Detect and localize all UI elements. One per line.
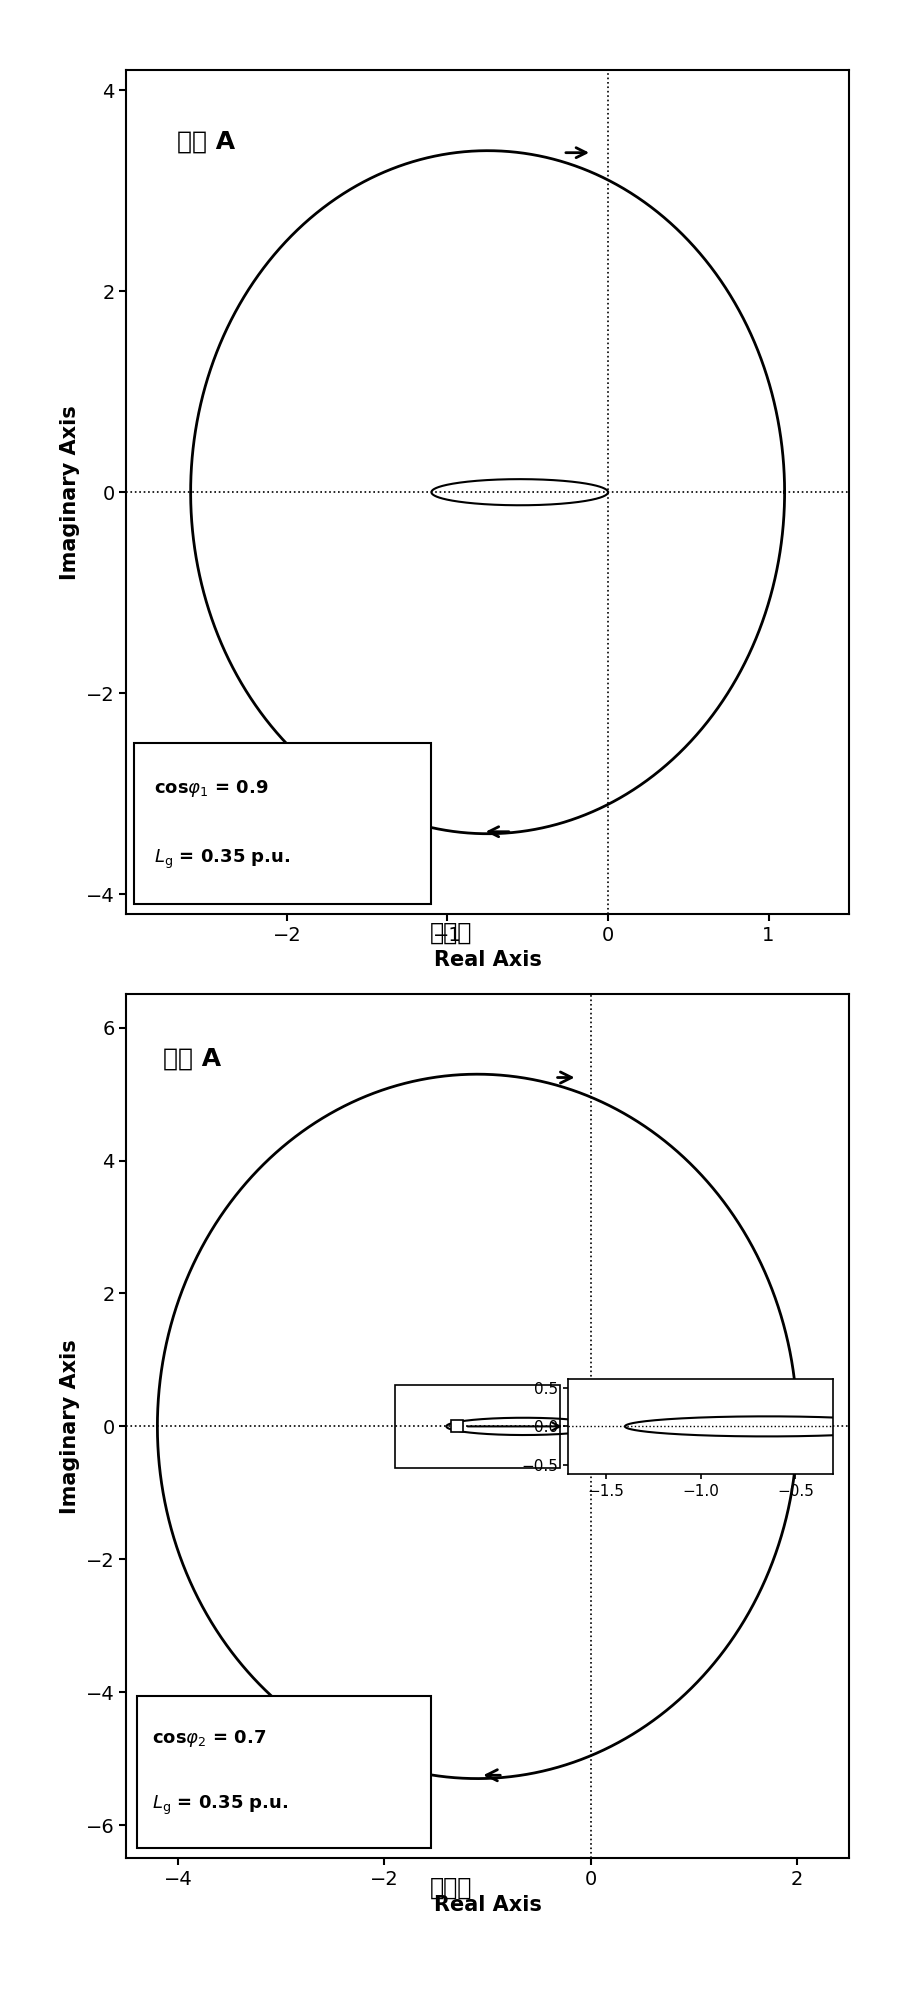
X-axis label: Real Axis: Real Axis (433, 950, 541, 970)
Text: cos$\varphi_1$ = 0.9: cos$\varphi_1$ = 0.9 (153, 777, 268, 800)
Text: 系统 A: 系统 A (162, 1047, 220, 1071)
Text: 系统 A: 系统 A (177, 129, 235, 153)
Text: 情况二: 情况二 (430, 1876, 472, 1899)
Y-axis label: Imaginary Axis: Imaginary Axis (60, 1340, 80, 1513)
Text: $L_\mathrm{g}$ = 0.35 p.u.: $L_\mathrm{g}$ = 0.35 p.u. (152, 1794, 289, 1818)
Bar (394, 1384, 559, 1469)
Bar (134, 743, 431, 904)
Y-axis label: Imaginary Axis: Imaginary Axis (60, 406, 80, 579)
Text: 情况一: 情况一 (430, 922, 472, 944)
Text: $L_\mathrm{g}$ = 0.35 p.u.: $L_\mathrm{g}$ = 0.35 p.u. (153, 848, 290, 870)
Text: cos$\varphi_2$ = 0.7: cos$\varphi_2$ = 0.7 (152, 1728, 266, 1748)
Bar (136, 1696, 430, 1848)
X-axis label: Real Axis: Real Axis (433, 1894, 541, 1915)
